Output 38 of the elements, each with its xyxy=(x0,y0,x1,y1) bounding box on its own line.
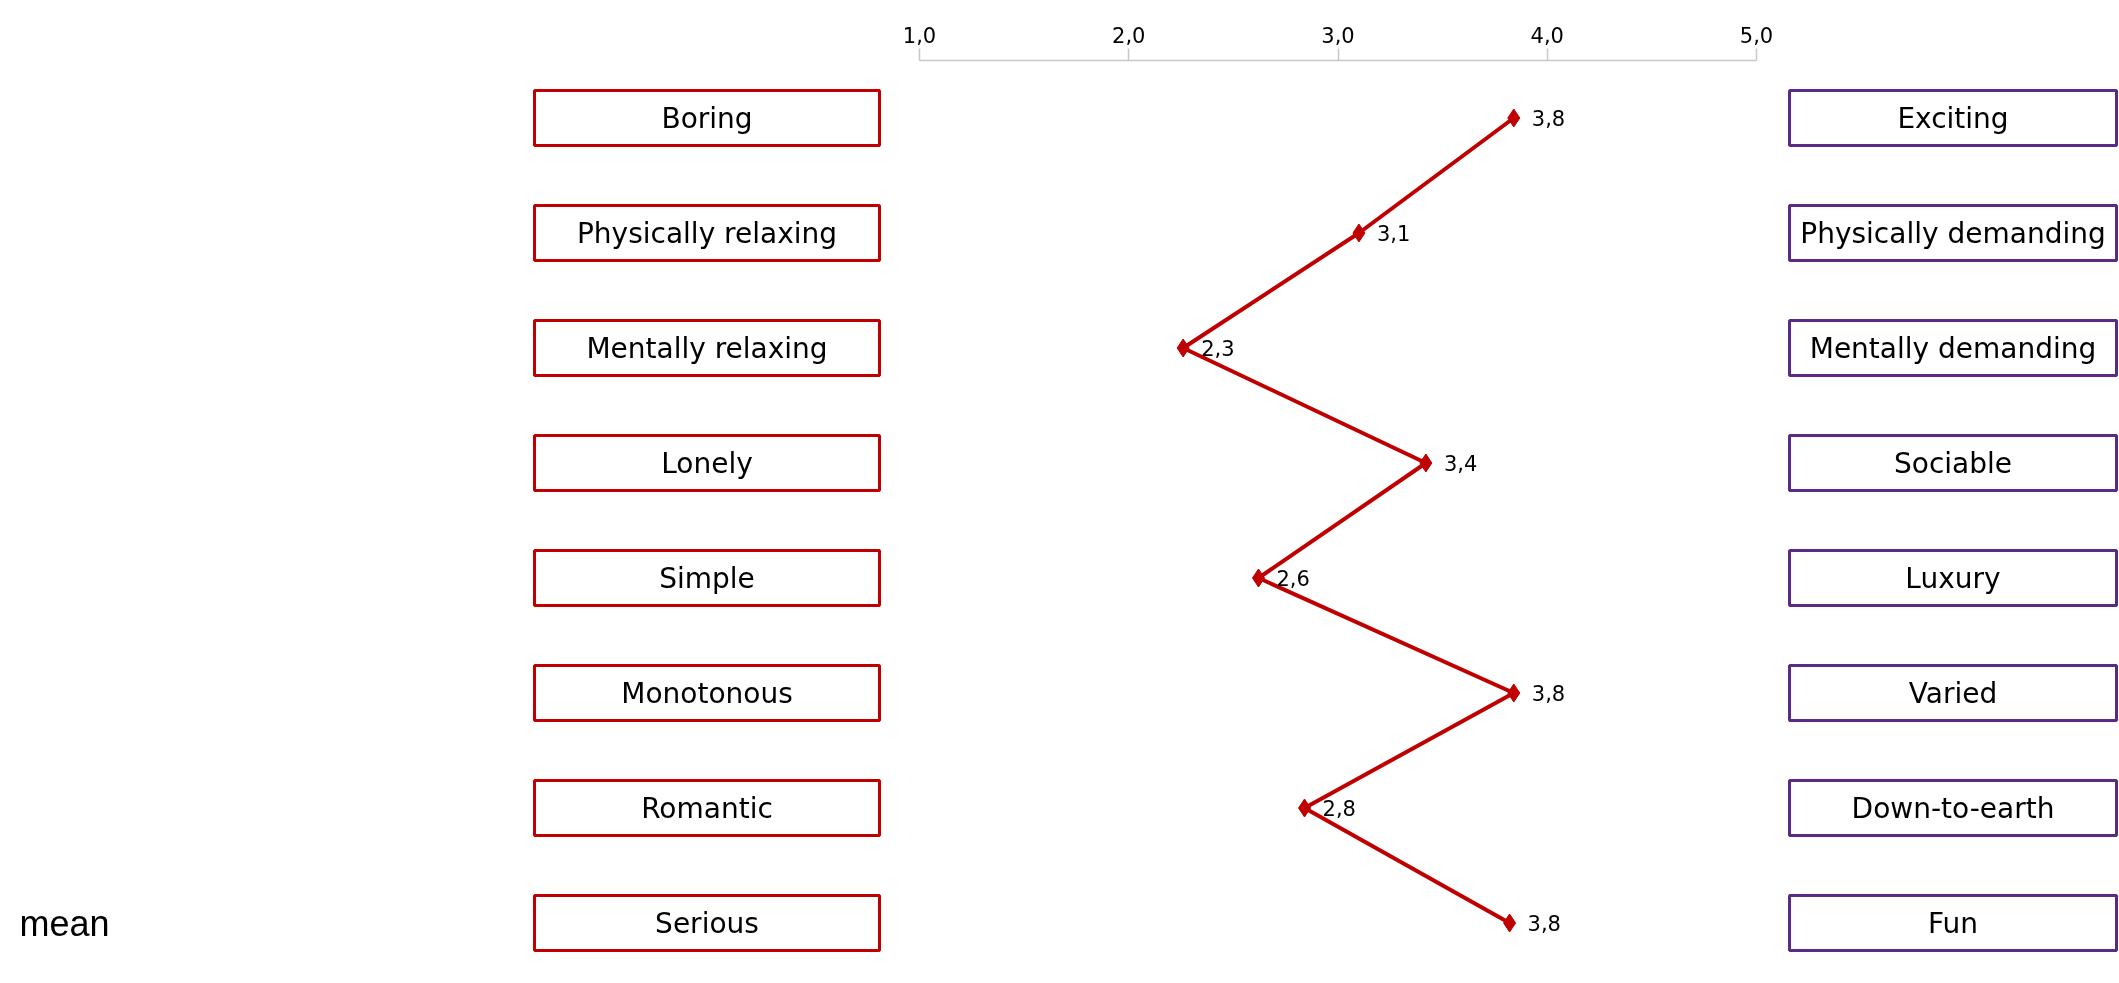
y2-tick-label: Physically demanding xyxy=(1800,216,2106,250)
y2-tick-label: Luxury xyxy=(1905,561,2001,595)
x-tick-label: 1,0 xyxy=(902,23,937,48)
data-label: 3,8 xyxy=(1527,912,1561,936)
y2-tick-label: Down-to-earth xyxy=(1851,791,2055,825)
y2-tick-label: Exciting xyxy=(1897,101,2009,135)
text: mean xyxy=(19,902,110,944)
x-tick-label: 4,0 xyxy=(1530,23,1564,48)
point xyxy=(1507,683,1521,703)
data-label: 2,6 xyxy=(1276,567,1310,591)
point xyxy=(1503,913,1517,933)
data-label: 2,8 xyxy=(1322,797,1356,821)
data-label: 3,8 xyxy=(1531,107,1566,131)
y-tick-label: Lonely xyxy=(661,446,753,480)
y2-tick-label: Sociable xyxy=(1893,446,2013,480)
y2-tick-label: Varied xyxy=(1908,676,1998,710)
point xyxy=(1251,568,1265,588)
y-tick-label: Simple xyxy=(659,561,755,595)
y-tick-label: Mentally relaxing xyxy=(586,331,828,365)
x-tick-label: 2,0 xyxy=(1112,23,1146,48)
y-tick-label: Romantic xyxy=(641,791,773,825)
y2-tick-label: Mentally demanding xyxy=(1809,331,2097,365)
y-tick-label: Physically relaxing xyxy=(576,216,838,250)
point xyxy=(1507,108,1521,128)
data-label: 2,3 xyxy=(1201,337,1235,361)
x-tick-label: 5,0 xyxy=(1739,23,1774,48)
x-tick-label: 3,0 xyxy=(1321,23,1355,48)
y-tick-label: Monotonous xyxy=(621,676,793,710)
y2-tick-label: Fun xyxy=(1927,906,1979,940)
data-label: 3,1 xyxy=(1376,222,1411,246)
point xyxy=(1298,798,1312,818)
y-tick-label: Serious xyxy=(655,906,759,940)
y-tick-label: Boring xyxy=(661,101,753,135)
point xyxy=(1176,338,1190,358)
data-label: 3,4 xyxy=(1443,452,1478,476)
point xyxy=(1352,223,1366,243)
point xyxy=(1419,453,1433,473)
data-label: 3,8 xyxy=(1531,682,1566,706)
